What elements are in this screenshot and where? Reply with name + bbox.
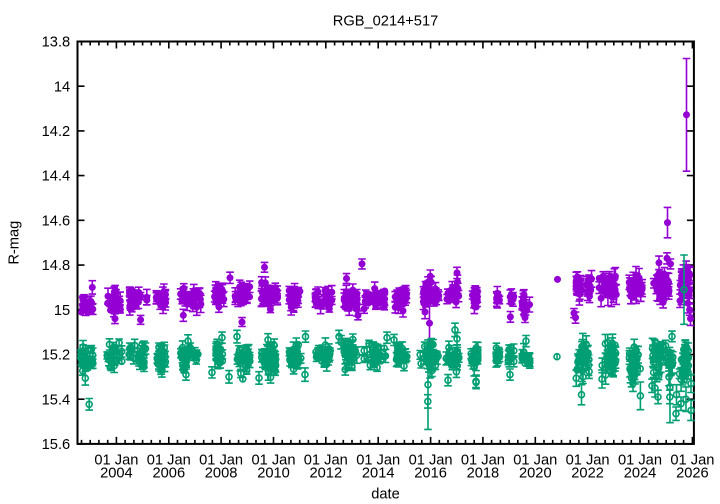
svg-text:01 Jan: 01 Jan — [461, 452, 505, 468]
svg-text:01 Jan: 01 Jan — [618, 452, 662, 468]
svg-text:2020: 2020 — [519, 466, 552, 482]
svg-text:2004: 2004 — [100, 466, 133, 482]
svg-text:15: 15 — [54, 303, 70, 319]
svg-text:2008: 2008 — [205, 466, 238, 482]
svg-text:14.6: 14.6 — [42, 213, 71, 229]
svg-text:2012: 2012 — [309, 466, 342, 482]
svg-text:2018: 2018 — [467, 466, 500, 482]
svg-text:14: 14 — [54, 79, 70, 95]
svg-text:2016: 2016 — [414, 466, 447, 482]
svg-text:2010: 2010 — [257, 466, 290, 482]
svg-text:01 Jan: 01 Jan — [304, 452, 348, 468]
svg-text:2026: 2026 — [676, 466, 709, 482]
svg-text:2022: 2022 — [571, 466, 604, 482]
svg-text:01 Jan: 01 Jan — [513, 452, 557, 468]
svg-text:15.2: 15.2 — [42, 348, 71, 364]
svg-text:01 Jan: 01 Jan — [147, 452, 191, 468]
svg-text:13.8: 13.8 — [42, 35, 71, 51]
svg-text:14.2: 14.2 — [42, 124, 71, 140]
svg-text:01 Jan: 01 Jan — [199, 452, 243, 468]
svg-text:15.4: 15.4 — [42, 392, 71, 408]
svg-text:2006: 2006 — [152, 466, 185, 482]
svg-text:date: date — [371, 487, 400, 503]
svg-text:2024: 2024 — [624, 466, 657, 482]
svg-text:01 Jan: 01 Jan — [409, 452, 453, 468]
svg-text:01 Jan: 01 Jan — [251, 452, 295, 468]
svg-text:14.8: 14.8 — [42, 258, 71, 274]
svg-text:RGB_0214+517: RGB_0214+517 — [333, 14, 439, 30]
svg-text:R-mag: R-mag — [7, 221, 23, 265]
svg-text:15.6: 15.6 — [42, 437, 71, 453]
svg-text:01 Jan: 01 Jan — [670, 452, 714, 468]
svg-text:2014: 2014 — [362, 466, 395, 482]
svg-text:01 Jan: 01 Jan — [566, 452, 610, 468]
svg-text:01 Jan: 01 Jan — [94, 452, 138, 468]
svg-text:01 Jan: 01 Jan — [356, 452, 400, 468]
svg-text:14.4: 14.4 — [42, 169, 71, 185]
